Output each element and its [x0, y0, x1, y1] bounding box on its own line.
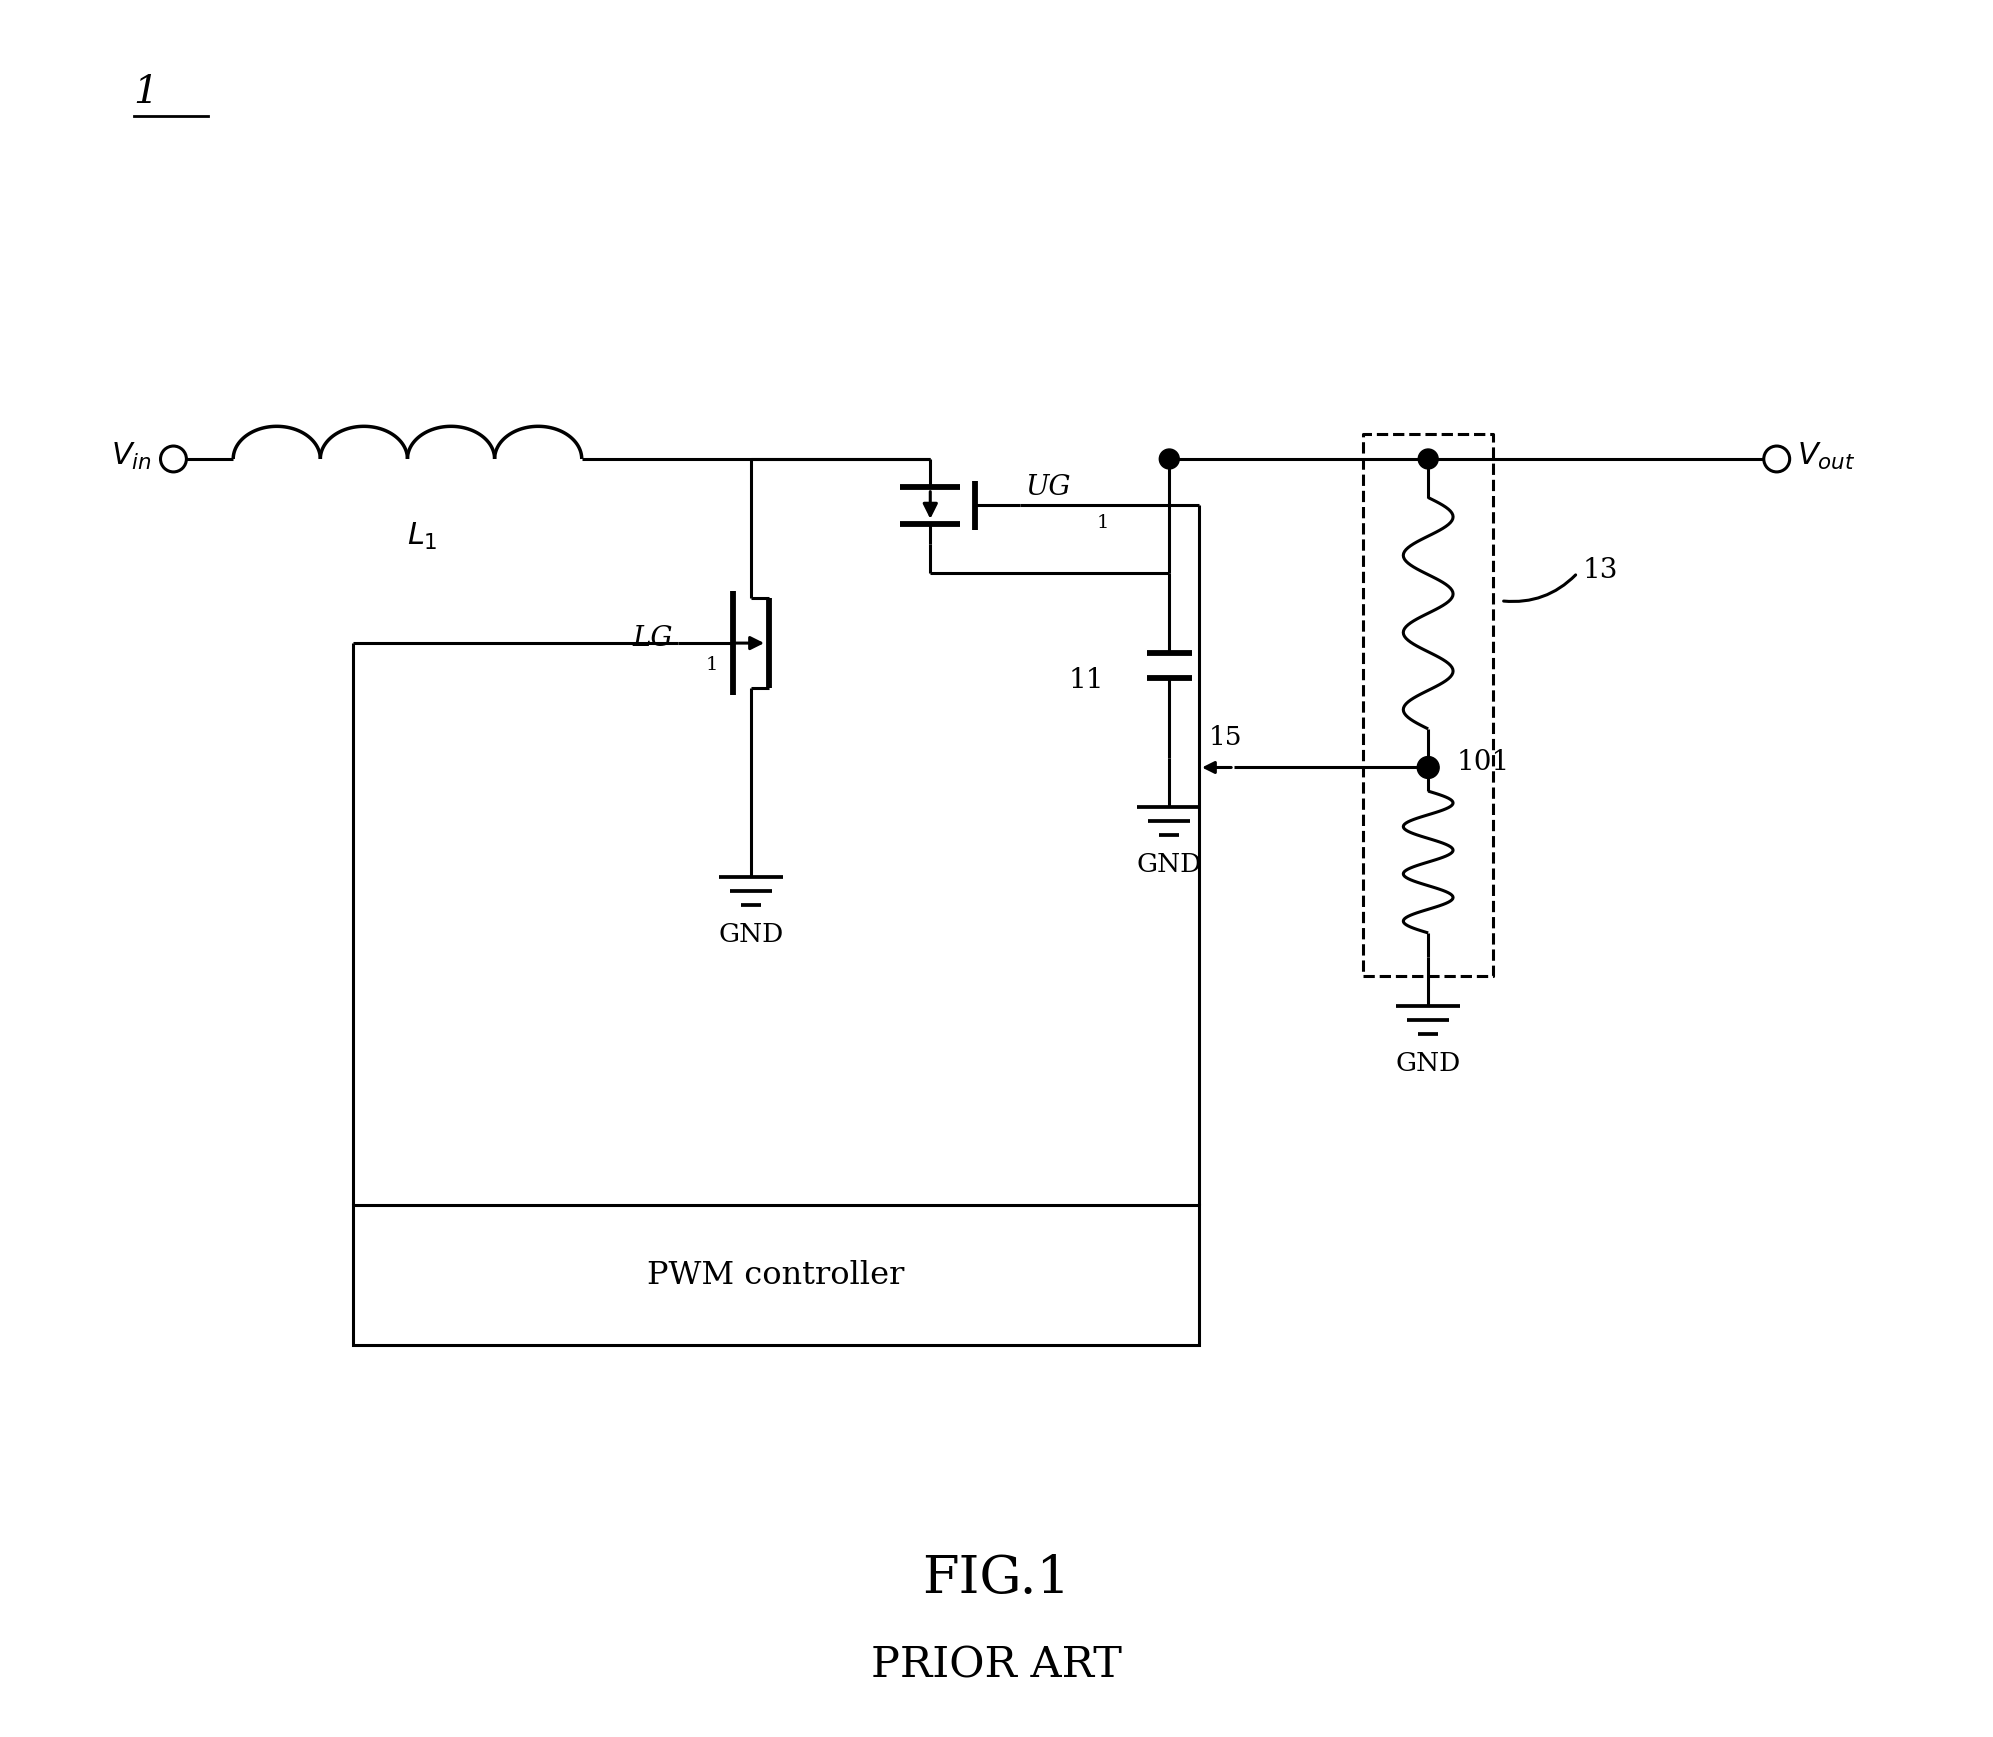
- Text: GND: GND: [1395, 1051, 1461, 1077]
- Text: PWM controller: PWM controller: [648, 1259, 905, 1291]
- Circle shape: [1764, 446, 1790, 472]
- Text: 11: 11: [1068, 667, 1104, 693]
- Text: $V_{out}$: $V_{out}$: [1796, 441, 1855, 471]
- Text: 1: 1: [1096, 514, 1108, 532]
- Text: 15: 15: [1210, 724, 1242, 750]
- Text: GND: GND: [717, 922, 783, 947]
- Text: UG: UG: [1024, 474, 1070, 502]
- Text: $V_{in}$: $V_{in}$: [112, 441, 151, 471]
- Circle shape: [1419, 450, 1439, 469]
- Circle shape: [1417, 757, 1439, 778]
- Text: GND: GND: [1136, 853, 1202, 877]
- Text: LG: LG: [634, 625, 674, 651]
- Circle shape: [1160, 450, 1180, 469]
- Text: 13: 13: [1582, 558, 1618, 584]
- Text: 1: 1: [134, 73, 157, 111]
- Circle shape: [161, 446, 187, 472]
- Text: 1: 1: [706, 657, 717, 674]
- Text: 101: 101: [1457, 749, 1509, 776]
- Text: FIG.1: FIG.1: [923, 1553, 1070, 1603]
- Text: $L_1$: $L_1$: [407, 521, 438, 552]
- Text: PRIOR ART: PRIOR ART: [871, 1645, 1122, 1687]
